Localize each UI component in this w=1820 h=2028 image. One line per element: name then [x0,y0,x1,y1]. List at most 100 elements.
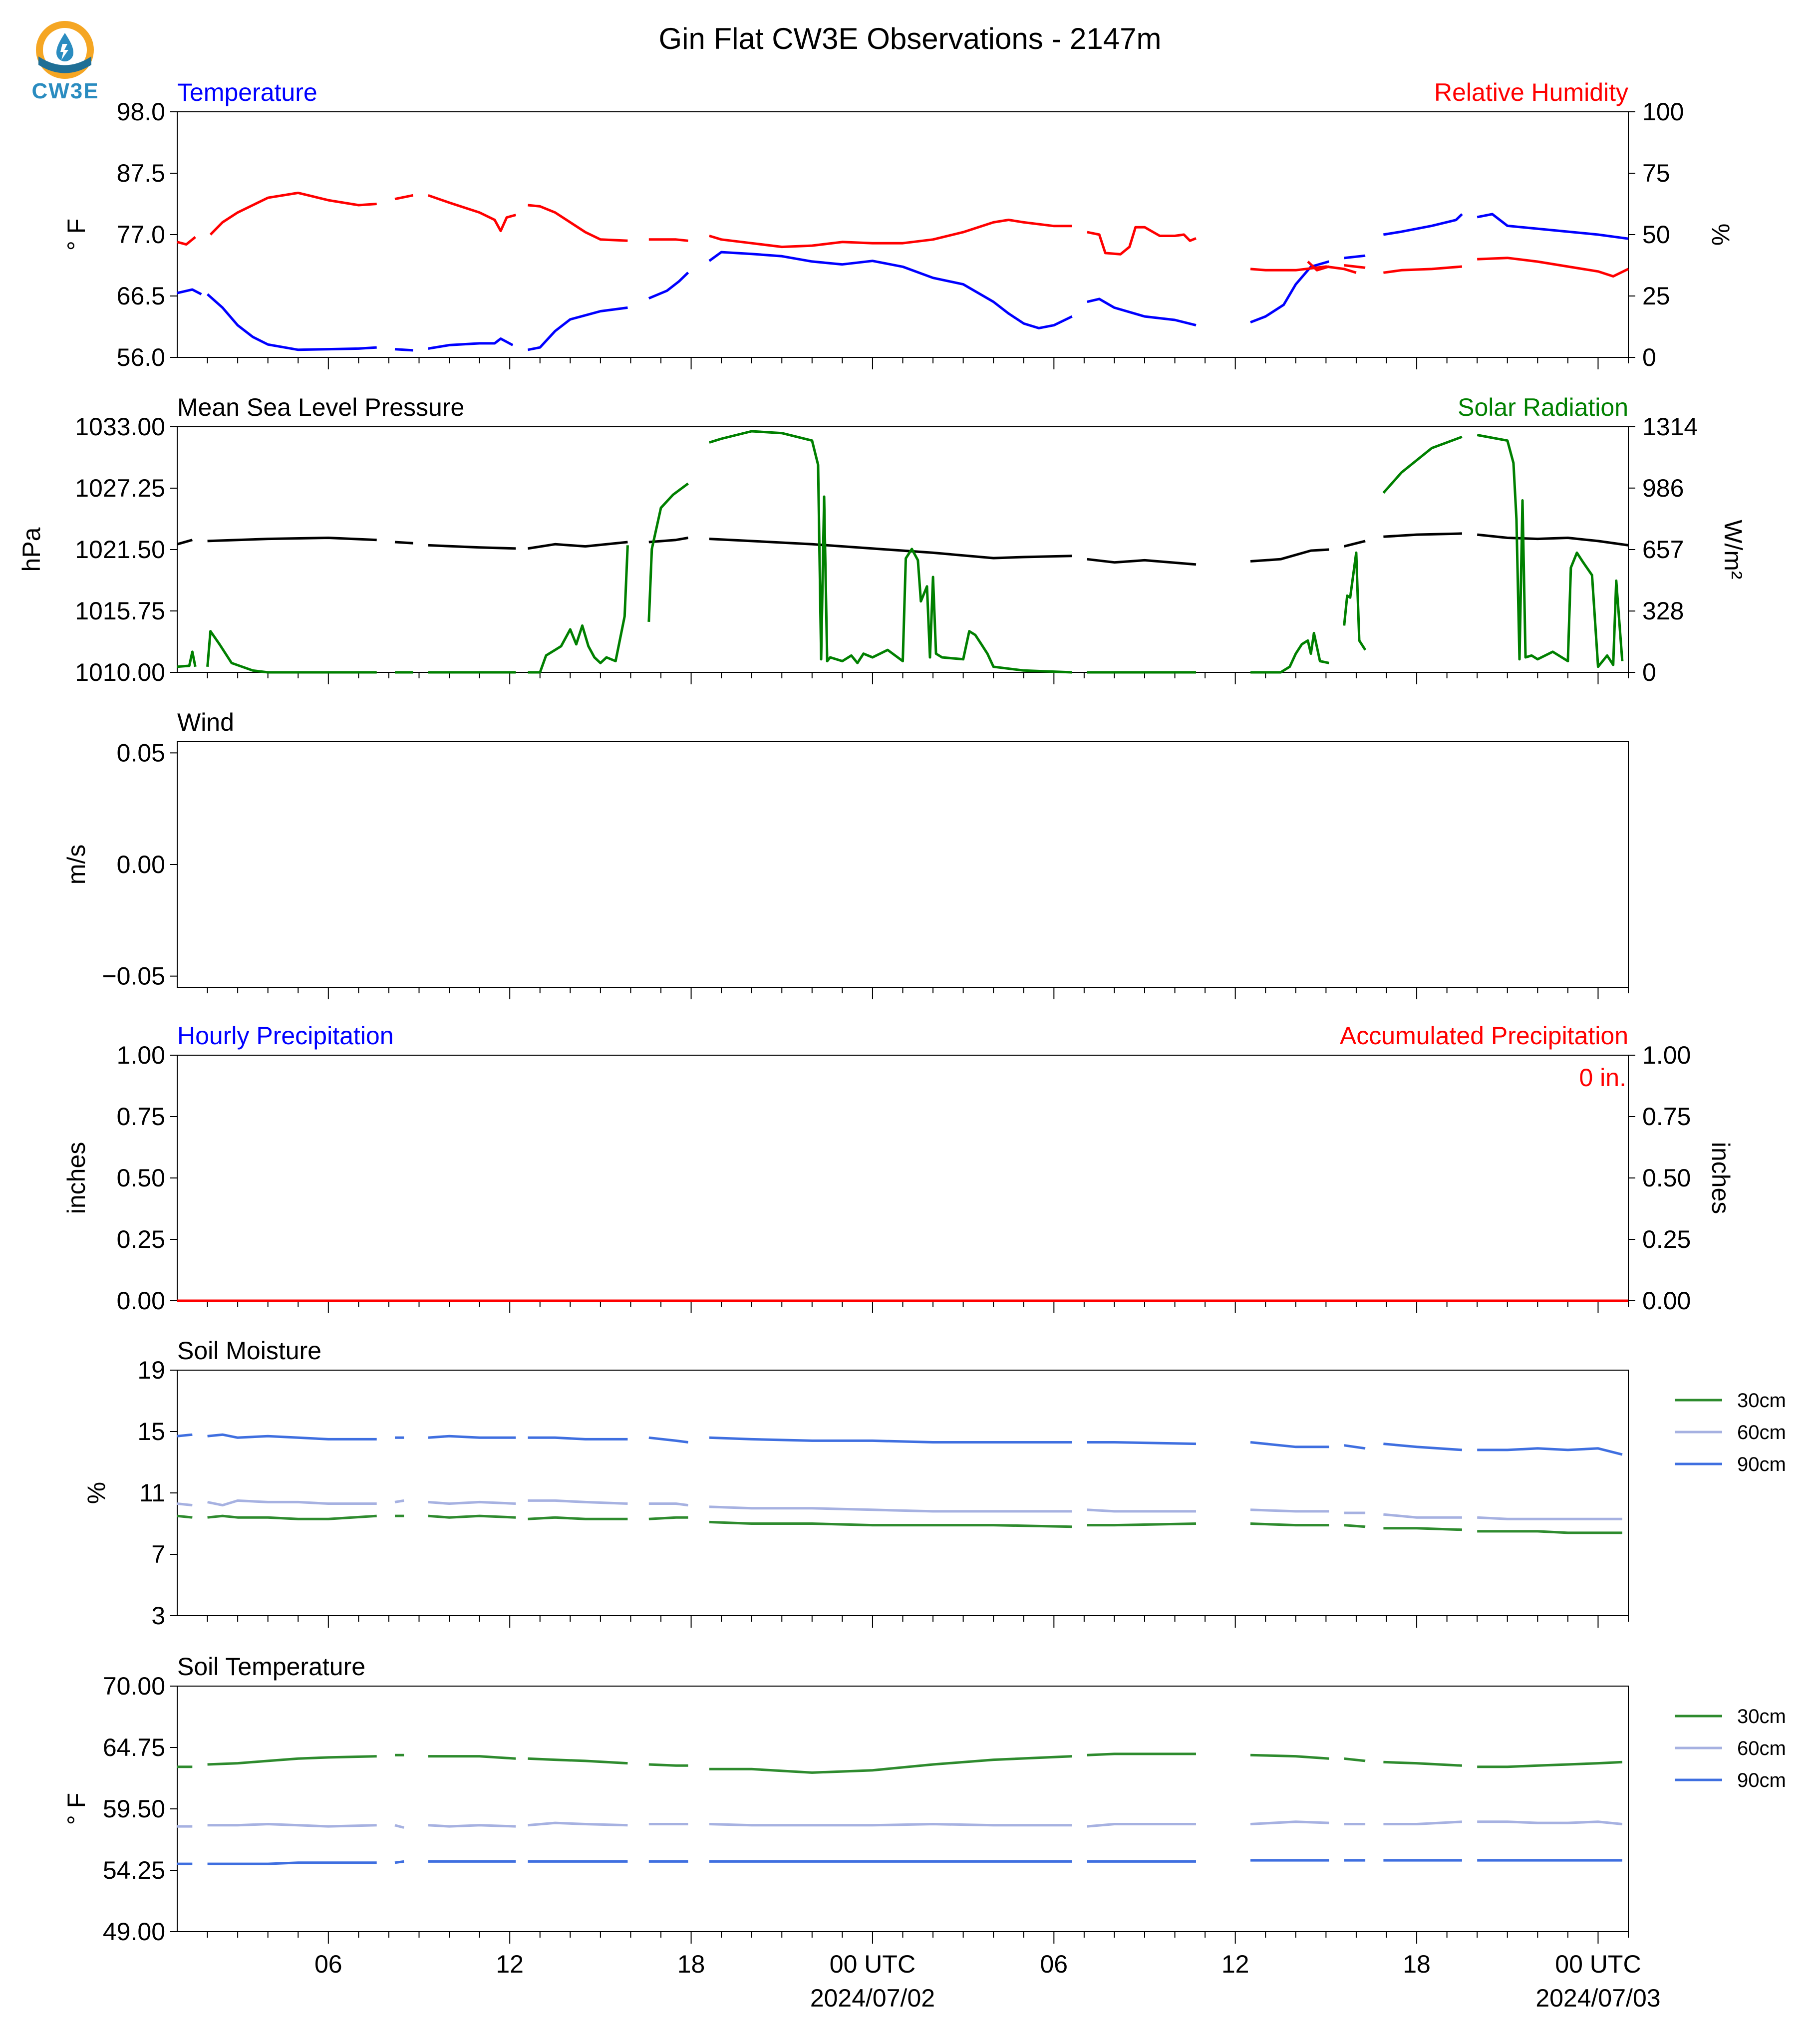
series-line [207,1499,377,1507]
series-line [709,538,1072,560]
series-line [709,1520,1072,1528]
panel-temperature: Temperature Relative Humidity 56.0 66.5 77.0… [62,78,1735,371]
series-line [1383,1527,1462,1531]
y-right-tick-label: 0 [1642,343,1656,371]
y-tick-label: 98.0 [117,98,165,126]
y-right-tick-label: 0.50 [1642,1164,1691,1192]
series-humidity [1307,261,1330,272]
y-tick-label: 0.00 [117,1287,165,1315]
y-axis-label: inches [62,1142,90,1214]
panel-title-left: Temperature [177,78,317,106]
series-soil_60 [177,1820,1623,1829]
y-tick-label: 1033.00 [75,413,165,441]
series-line [394,194,413,201]
series-solar [177,430,1624,674]
series-line [1477,533,1629,547]
y-right-axis-label: W/m² [1719,520,1747,579]
series-line [1250,1820,1329,1825]
panel-precip: Hourly Precipitation Accumulated Precipit… [62,1022,1735,1315]
series-line [394,1824,404,1829]
panel-wind: Wind −0.05 0.00 0.05 m/s [62,708,1629,999]
series-line [177,236,196,246]
series-line [428,1824,516,1828]
series-line [177,1514,193,1519]
series-line [1087,558,1197,566]
series-line [1477,1820,1623,1825]
y-right-tick-label: 100 [1642,98,1684,126]
series-line [1383,1760,1463,1767]
series-line [207,1823,377,1828]
series-line [1382,435,1463,494]
series-line [1250,1753,1329,1760]
panel-title-left: Wind [177,708,234,736]
series-line [709,1823,1072,1827]
series-line [528,1821,628,1827]
series-soil_60 [177,1499,1622,1520]
y-tick-label: 59.50 [103,1795,165,1823]
series-line [1307,261,1330,272]
legend-label: 60cm [1737,1422,1786,1444]
series-soil_90 [177,1859,1622,1865]
y-axis-label: % [82,1482,110,1504]
series-line [177,650,197,668]
series-line [1087,226,1197,256]
panel-title-right: Accumulated Precipitation [1340,1022,1628,1050]
series-line [428,1755,516,1760]
series-line [1250,265,1357,274]
series-line [177,1433,193,1438]
series-line [1087,1823,1196,1828]
series-soil_30 [177,1752,1623,1774]
series-line [1250,631,1329,674]
y-tick-label: 19 [137,1356,165,1384]
y-tick-label: 66.5 [117,282,165,310]
y-axis-label: ° F [62,1793,90,1825]
panel-frame [177,1055,1629,1301]
series-humidity [177,191,1629,278]
logo-text: CW3E [31,79,99,103]
y-tick-label: 11 [139,1479,165,1507]
series-line [1477,1447,1623,1456]
y-right-tick-label: 0.75 [1642,1103,1691,1131]
series-line [394,348,413,352]
panel-title-right: Solar Radiation [1458,393,1628,421]
series-line [709,1436,1072,1444]
y-tick-label: 0.50 [117,1164,165,1192]
series-line [1383,1820,1463,1825]
series-line [1477,257,1629,278]
series-line [708,251,1073,329]
panel-frame [177,741,1629,988]
series-line [1087,1441,1197,1446]
y-right-tick-label: 986 [1642,474,1684,502]
series-line [648,1516,688,1520]
series-line [207,1433,377,1441]
series-line [428,337,514,350]
series-line [528,541,628,550]
y-tick-label: 7 [151,1540,165,1568]
y-tick-label: 77.0 [117,221,165,249]
x-tick-label: 00 UTC [1555,1950,1641,1978]
panel-soil_temperature: Soil Temperature 06 12 18 00 UTC 2024/07/02 06… [62,1653,1786,2012]
y-right-tick-label: 0.25 [1642,1225,1691,1253]
series-line [709,1755,1072,1774]
y-tick-label: 1015.75 [75,597,165,625]
series-line [648,272,689,300]
series-line [427,194,516,233]
series-line [528,306,628,351]
y-right-tick-label: 1.00 [1642,1041,1691,1069]
series-line [1344,1524,1366,1528]
y-axis-label: m/s [62,845,90,885]
series-line [207,537,377,543]
series-line [177,1502,193,1507]
series-line [207,1755,377,1766]
y-tick-label: 64.75 [103,1734,165,1761]
series-line [394,1860,404,1864]
y-tick-label: 0.25 [117,1225,165,1253]
panel-title-left: Soil Temperature [177,1653,365,1681]
series-line [1344,540,1366,548]
series-line [207,1514,377,1520]
series-line [648,1763,688,1767]
series-line [394,1499,404,1503]
y-tick-label: 1027.25 [75,474,165,502]
accumulated-value-label: 0 in. [1579,1064,1626,1092]
